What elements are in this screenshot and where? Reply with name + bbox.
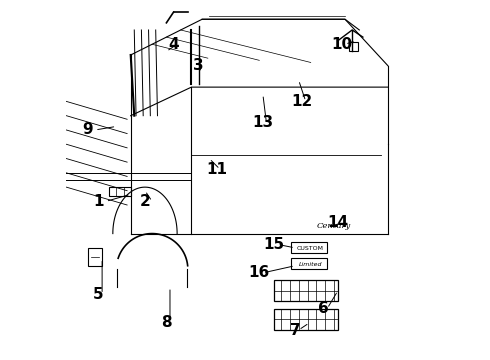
Text: 9: 9: [82, 122, 93, 138]
Text: CUSTOM: CUSTOM: [297, 246, 324, 251]
Text: 13: 13: [252, 115, 273, 130]
Text: 14: 14: [327, 215, 348, 230]
Text: 4: 4: [168, 37, 179, 52]
Text: 1: 1: [93, 194, 104, 209]
FancyBboxPatch shape: [348, 42, 358, 51]
Text: 7: 7: [290, 323, 300, 338]
Text: Century: Century: [317, 222, 351, 230]
Text: 5: 5: [93, 287, 104, 302]
FancyBboxPatch shape: [292, 242, 327, 253]
FancyBboxPatch shape: [292, 258, 327, 269]
FancyBboxPatch shape: [273, 309, 338, 330]
Text: 3: 3: [193, 58, 204, 73]
FancyBboxPatch shape: [273, 280, 338, 301]
Text: 6: 6: [318, 301, 329, 316]
FancyBboxPatch shape: [88, 248, 102, 266]
Text: 11: 11: [206, 162, 227, 177]
Text: Limited: Limited: [298, 262, 322, 267]
Text: 10: 10: [331, 37, 352, 52]
Text: 16: 16: [248, 265, 270, 280]
Text: 2: 2: [140, 194, 150, 209]
Text: 12: 12: [292, 94, 313, 109]
Text: 15: 15: [263, 237, 284, 252]
FancyBboxPatch shape: [109, 187, 131, 196]
Text: 8: 8: [161, 315, 172, 330]
